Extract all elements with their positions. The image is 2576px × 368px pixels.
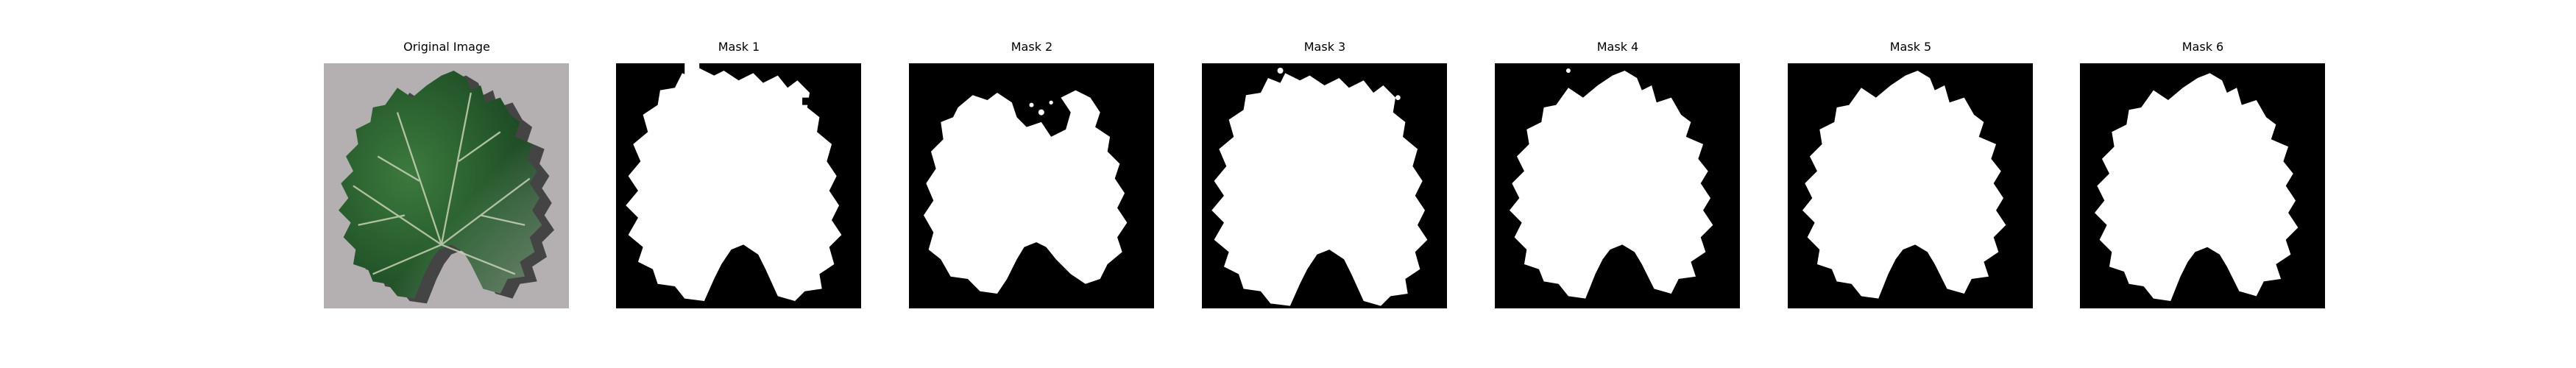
panel-title-mask-2: Mask 2 <box>1011 40 1053 54</box>
panel-title-mask-1: Mask 1 <box>718 40 760 54</box>
leaf-veins <box>353 92 531 275</box>
mask-4-image <box>1495 63 1740 308</box>
mask-6-image <box>2080 63 2325 308</box>
panel-title-mask-4: Mask 4 <box>1596 40 1639 54</box>
mask-3-image <box>1202 63 1447 308</box>
panel-title-mask-6: Mask 6 <box>2182 40 2224 54</box>
panel-title-original-image: Original Image <box>403 40 490 54</box>
panel-title-mask-3: Mask 3 <box>1303 40 1346 54</box>
panel-title-mask-5: Mask 5 <box>1889 40 1932 54</box>
mask-1-image <box>616 63 861 308</box>
mask-2-image <box>909 63 1154 308</box>
mask-5-image <box>1788 63 2033 308</box>
original-leaf-photo <box>324 63 569 308</box>
